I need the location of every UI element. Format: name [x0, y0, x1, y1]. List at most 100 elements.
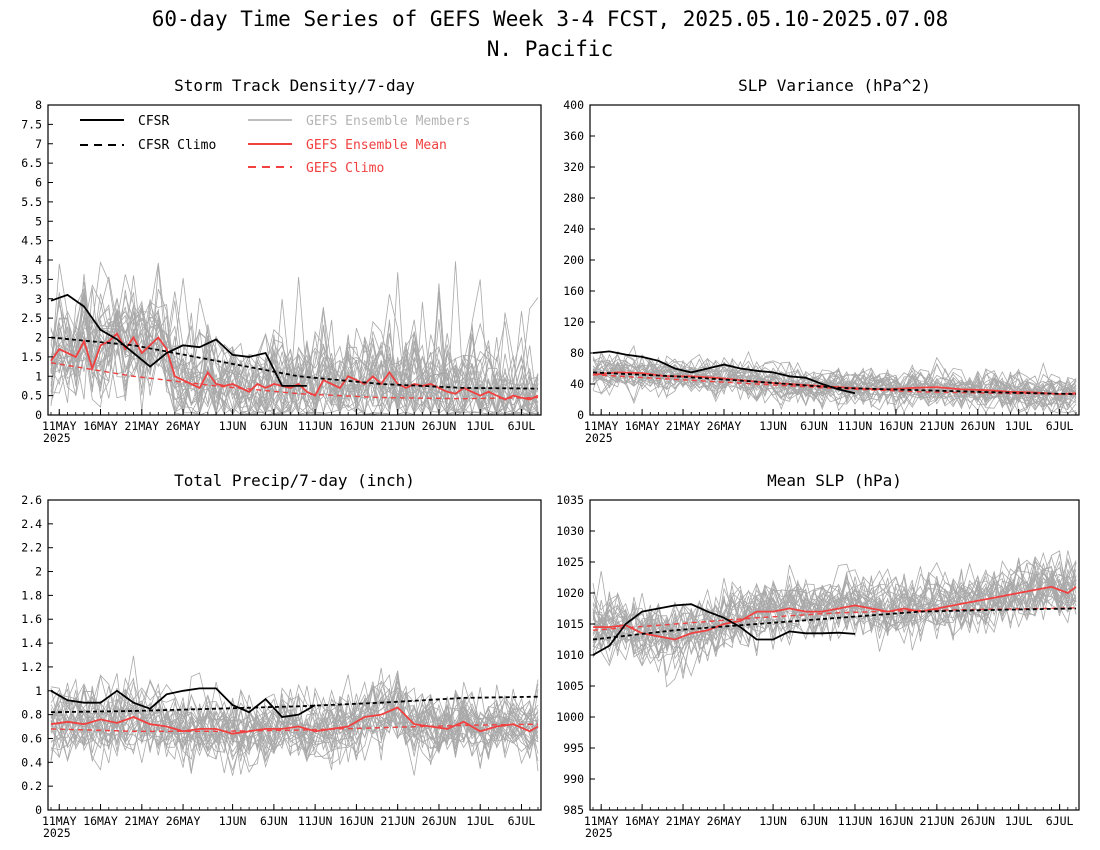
ensemble-member-line: [50, 293, 539, 415]
x-tick-label: 26JUN: [422, 419, 457, 433]
x-tick-label: 1JUN: [759, 419, 787, 433]
y-tick-label: 0: [35, 803, 42, 817]
y-tick-label: 1020: [556, 586, 584, 600]
x-tick-label: 6JUN: [260, 419, 288, 433]
y-tick-label: 2: [35, 331, 42, 345]
x-tick-label: 26JUN: [422, 814, 457, 828]
x-tick-label: 11MAY: [42, 814, 77, 828]
series-gefs-ensemble-mean: [50, 706, 539, 735]
y-tick-label: 2.6: [21, 493, 42, 507]
x-tick-label: 6JUL: [1046, 814, 1074, 828]
figure-title: 60-day Time Series of GEFS Week 3-4 FCST…: [152, 7, 949, 31]
x-tick-label: 1JUN: [219, 814, 247, 828]
chart-panel-2: SLP Variance (hPa^2) 0 40 80 120 160 200 240 280…: [563, 76, 1080, 445]
y-tick-label: 1: [35, 369, 42, 383]
y-tick-label: 5.5: [21, 195, 42, 209]
y-tick-label: 1: [35, 684, 42, 698]
series-cfsr-climo: [592, 607, 1077, 641]
x-tick-label: 6JUN: [260, 814, 288, 828]
y-tick-label: 4: [35, 253, 42, 267]
x-tick-label: 26MAY: [707, 419, 742, 433]
x-year-label: 2025: [585, 826, 613, 840]
x-tick-label: 11MAY: [584, 814, 619, 828]
x-tick-label: 26JUN: [960, 814, 995, 828]
ensemble-member-line: [50, 688, 539, 756]
x-tick-label: 6JUL: [1046, 419, 1074, 433]
y-tick-label: 7: [35, 137, 42, 151]
panel-title: Mean SLP (hPa): [767, 471, 902, 490]
ensemble-member-line: [592, 575, 1077, 655]
y-tick-label: 280: [563, 191, 584, 205]
ensemble-member-line: [592, 368, 1077, 415]
ensemble-member-line: [50, 302, 539, 415]
x-tick-label: 1JUL: [466, 419, 494, 433]
x-tick-label: 16MAY: [83, 419, 118, 433]
x-tick-label: 16MAY: [625, 814, 660, 828]
y-tick-label: 0.8: [21, 708, 42, 722]
x-tick-label: 26MAY: [166, 419, 201, 433]
chart-panel-3: Total Precip/7-day (inch)00.20.40.60.811…: [21, 471, 542, 840]
ensemble-member-line: [592, 568, 1077, 657]
y-tick-label: 160: [563, 284, 584, 298]
ensemble-member-line: [592, 555, 1077, 659]
y-tick-label: 8: [35, 98, 42, 112]
x-tick-label: 1JUL: [1005, 419, 1033, 433]
y-tick-label: 1030: [556, 524, 584, 538]
x-tick-label: 16JUN: [339, 419, 374, 433]
y-tick-label: 2: [35, 565, 42, 579]
y-tick-label: 1.4: [21, 636, 42, 650]
ensemble-member-line: [592, 562, 1077, 674]
y-tick-label: 990: [563, 772, 584, 786]
x-tick-label: 6JUN: [800, 419, 828, 433]
series-cfsr-climo: [592, 371, 1077, 395]
y-tick-label: 985: [563, 803, 584, 817]
ensemble-member-line: [592, 561, 1077, 647]
legend-members-label: GEFS Ensemble Members: [306, 114, 470, 129]
x-tick-label: 11MAY: [42, 419, 77, 433]
y-tick-label: 2.2: [21, 541, 42, 555]
panel-title: Storm Track Density/7-day: [174, 76, 415, 95]
y-tick-label: 1.6: [21, 612, 42, 626]
y-tick-label: 0.2: [21, 779, 42, 793]
y-tick-label: 6: [35, 176, 42, 190]
plot-area: [592, 550, 1077, 688]
y-tick-label: 1.2: [21, 660, 42, 674]
series-cfsr-climo: [50, 695, 539, 714]
y-tick-label: 7.5: [21, 117, 42, 131]
ensemble-member-line: [50, 685, 539, 775]
y-tick-label: 0: [35, 408, 42, 422]
figure-subtitle: N. Pacific: [487, 37, 613, 61]
x-tick-label: 16JUN: [879, 419, 914, 433]
y-tick-label: 1000: [556, 710, 584, 724]
series-cfsr: [592, 603, 856, 656]
x-tick-label: 1JUN: [219, 419, 247, 433]
x-tick-label: 26MAY: [707, 814, 742, 828]
x-tick-label: 21JUN: [380, 814, 415, 828]
x-tick-label: 21MAY: [666, 814, 701, 828]
x-tick-label: 11JUN: [838, 814, 873, 828]
series-cfsr: [592, 350, 856, 395]
plot-frame: [47, 499, 542, 811]
ensemble-member-line: [50, 670, 539, 773]
plot-area: [50, 261, 539, 415]
x-tick-label: 26JUN: [960, 419, 995, 433]
ensemble-member-line: [592, 574, 1077, 688]
x-tick-label: 26MAY: [166, 814, 201, 828]
legend-gefs-mean-label: GEFS Ensemble Mean: [306, 138, 447, 153]
x-year-label: 2025: [43, 826, 71, 840]
y-tick-label: 4.5: [21, 234, 42, 248]
x-tick-label: 6JUL: [508, 419, 536, 433]
x-tick-label: 1JUN: [759, 814, 787, 828]
x-tick-label: 1JUL: [466, 814, 494, 828]
x-tick-label: 6JUN: [800, 814, 828, 828]
y-tick-label: 995: [563, 741, 584, 755]
y-tick-label: 400: [563, 98, 584, 112]
ensemble-member-line: [592, 351, 1077, 402]
chart-panel-1: Storm Track Density/7-day 0 0.5 1 1.5 2 2.5 3 3.…: [21, 76, 542, 445]
plot-area: [50, 655, 539, 776]
y-tick-label: 1005: [556, 679, 584, 693]
ensemble-member-line: [592, 344, 1077, 408]
series-gefs-climo: [50, 362, 539, 400]
x-tick-label: 21JUN: [920, 419, 955, 433]
